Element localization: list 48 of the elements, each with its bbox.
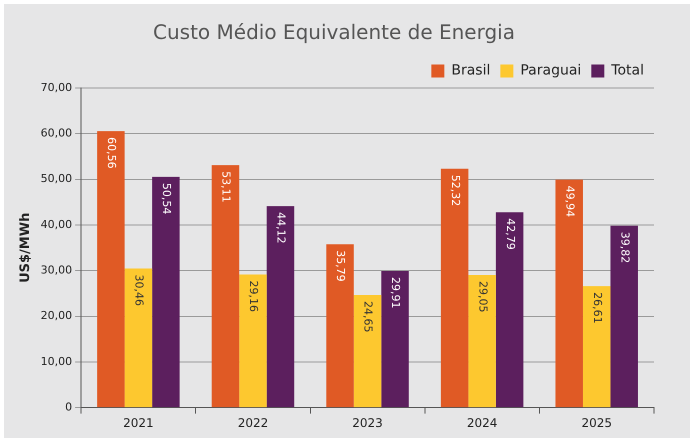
data-label: 52,32 bbox=[448, 174, 462, 206]
y-tick-label: 60,00 bbox=[40, 126, 72, 140]
data-label: 49,94 bbox=[563, 186, 576, 218]
bar bbox=[610, 226, 638, 408]
y-tick-label: 0 bbox=[65, 400, 72, 414]
y-tick-label: 50,00 bbox=[40, 172, 72, 186]
data-label: 35,79 bbox=[334, 250, 348, 282]
bar bbox=[212, 165, 240, 408]
x-tick-label: 2025 bbox=[581, 416, 612, 430]
legend-label: Brasil bbox=[451, 62, 490, 79]
data-label: 42,79 bbox=[504, 218, 517, 250]
data-label: 44,12 bbox=[274, 212, 288, 244]
y-tick-label: 10,00 bbox=[40, 354, 72, 368]
data-label: 50,54 bbox=[160, 182, 174, 214]
bar bbox=[239, 274, 267, 408]
bar bbox=[354, 295, 382, 408]
data-label: 29,05 bbox=[476, 280, 490, 312]
chart-title: Custo Médio Equivalente de Energia bbox=[153, 20, 515, 44]
data-label: 39,82 bbox=[618, 232, 632, 264]
bar bbox=[468, 274, 496, 408]
data-label: 30,46 bbox=[132, 274, 146, 306]
bar bbox=[582, 286, 610, 408]
bar bbox=[440, 168, 468, 408]
data-label: 24,65 bbox=[362, 301, 375, 333]
bar bbox=[97, 131, 125, 408]
bar bbox=[496, 212, 524, 408]
data-label: 60,56 bbox=[105, 137, 118, 169]
data-label: 29,16 bbox=[247, 280, 260, 312]
y-tick-label: 30,00 bbox=[40, 263, 72, 276]
bar bbox=[266, 206, 294, 408]
x-tick-label: 2023 bbox=[352, 416, 383, 430]
x-tick-label: 2021 bbox=[123, 416, 154, 430]
bar bbox=[326, 244, 354, 408]
y-tick-label: 70,00 bbox=[40, 80, 72, 94]
y-tick-label: 20,00 bbox=[40, 309, 72, 322]
bar bbox=[381, 271, 409, 408]
bar bbox=[124, 268, 152, 408]
y-tick-label: 40,00 bbox=[40, 218, 72, 231]
legend-label: Total bbox=[610, 62, 644, 79]
y-axis-title: US$/MWh bbox=[18, 212, 34, 283]
bar bbox=[555, 180, 583, 408]
data-label: 53,11 bbox=[220, 171, 233, 203]
data-label: 26,61 bbox=[590, 292, 604, 324]
bar bbox=[152, 176, 180, 408]
x-tick-label: 2024 bbox=[466, 416, 498, 430]
legend-label: Paraguai bbox=[520, 62, 582, 79]
data-label: 29,91 bbox=[389, 277, 402, 309]
x-tick-label: 2022 bbox=[238, 416, 268, 430]
